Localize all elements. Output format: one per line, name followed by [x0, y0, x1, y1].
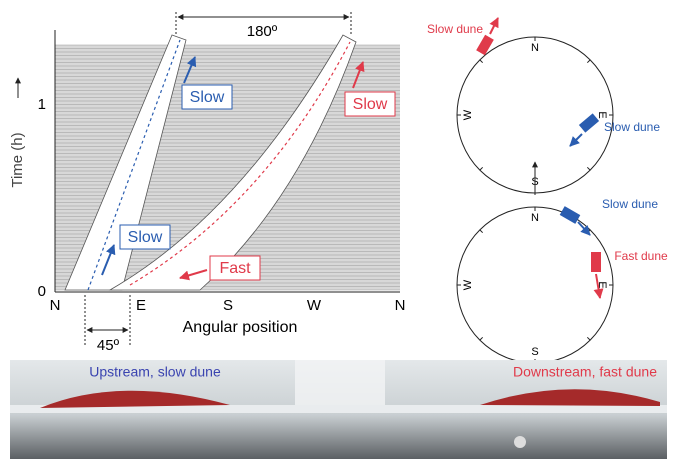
photo-label: Downstream, fast dune	[513, 364, 657, 380]
dune-arrow	[569, 133, 583, 147]
span-label: 45º	[97, 337, 120, 354]
dune-label: Slow dune	[427, 22, 483, 36]
compass-label: N	[531, 212, 539, 224]
compass-ticks	[457, 207, 613, 363]
decor	[586, 59, 591, 64]
x-tick-label: N	[395, 297, 406, 314]
annotation-box	[181, 84, 233, 110]
decor	[479, 59, 484, 64]
fast-dune-track	[108, 34, 357, 291]
fast-dune-center	[129, 41, 351, 286]
compass-label: E	[596, 111, 608, 118]
y-tick-label: 0	[38, 283, 46, 300]
compass-label: E	[596, 281, 608, 288]
dune-arrow	[593, 273, 604, 299]
dune-arrow	[489, 17, 499, 35]
dune-label: Slow dune	[604, 120, 660, 134]
y-tick-label: 1	[38, 96, 46, 113]
x-tick-label: N	[50, 297, 61, 314]
dune-arrow	[577, 221, 591, 236]
dune-marker	[476, 34, 494, 56]
span-label: 180º	[247, 23, 278, 40]
decor	[479, 336, 484, 341]
compass-label: W	[462, 279, 474, 290]
annotation-arrow	[179, 269, 208, 281]
annotation-arrow	[101, 244, 116, 276]
dune-marker	[578, 113, 600, 133]
x-tick-label: S	[223, 297, 233, 314]
annotation-box	[344, 91, 396, 117]
y-axis-label: Time (h)	[9, 132, 26, 187]
decor	[479, 229, 484, 234]
photo	[10, 360, 667, 459]
slow-dune-track	[64, 34, 187, 291]
annotation-box	[209, 255, 261, 281]
photo-label: Upstream, slow dune	[89, 364, 221, 380]
dune-label: Fast dune	[614, 249, 668, 263]
annotation: Slow	[128, 229, 163, 246]
annotation: Fast	[219, 260, 251, 277]
decor	[586, 166, 591, 171]
decor	[586, 336, 591, 341]
annotation: Slow	[190, 89, 225, 106]
dune-marker	[591, 252, 601, 272]
compass-label: W	[462, 109, 474, 120]
dune-label: Slow dune	[602, 197, 658, 211]
x-tick-label: E	[136, 297, 146, 314]
x-tick-label: W	[307, 297, 322, 314]
annotation-box	[119, 224, 171, 250]
annotation-arrow	[183, 56, 197, 84]
compass-label: S	[531, 346, 538, 358]
annotation: Slow	[353, 96, 388, 113]
slow-dune-center	[87, 39, 181, 291]
annotation-arrow	[352, 61, 365, 89]
dune-marker	[559, 206, 581, 224]
compass-label: N	[531, 42, 539, 54]
decor	[479, 166, 484, 171]
x-axis-label: Angular position	[183, 319, 298, 336]
